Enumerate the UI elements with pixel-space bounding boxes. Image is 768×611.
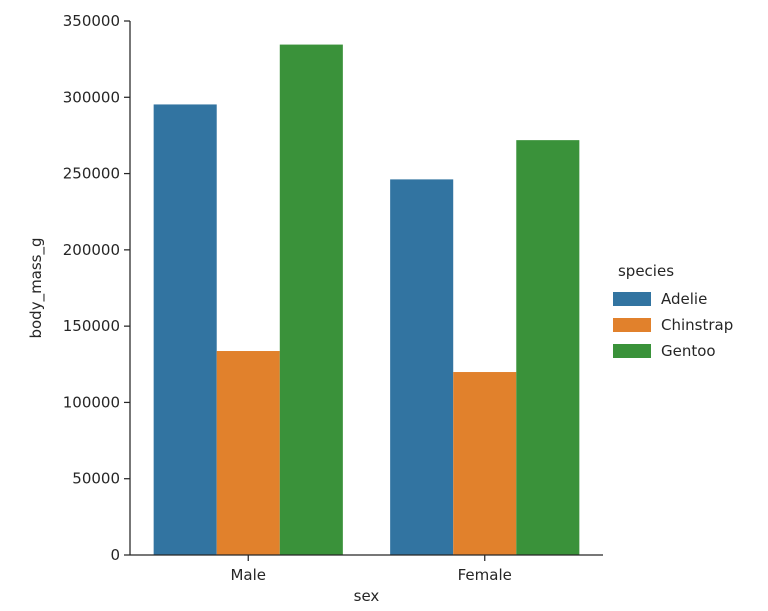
x-tick-label: Female (458, 566, 512, 584)
y-tick-label: 50000 (72, 470, 120, 488)
y-axis-ticks: 0 50000 100000 150000 200000 250000 300000 3500… (63, 12, 130, 564)
legend-label-gentoo: Gentoo (661, 342, 716, 360)
legend-label-chinstrap: Chinstrap (661, 316, 733, 334)
y-tick-label: 300000 (63, 88, 120, 106)
y-tick-label: 100000 (63, 393, 120, 411)
legend: species Adelie Chinstrap Gentoo (613, 262, 733, 360)
bar-gentoo-male (279, 44, 343, 555)
legend-swatch-chinstrap (613, 318, 651, 332)
x-axis-label: sex (354, 587, 380, 605)
y-tick-label: 250000 (63, 165, 120, 183)
bar-chinstrap-female (453, 372, 517, 555)
bar-gentoo-female (516, 140, 580, 555)
legend-title: species (618, 262, 674, 280)
legend-swatch-adelie (613, 292, 651, 306)
legend-label-adelie: Adelie (661, 290, 707, 308)
bar-adelie-female (390, 179, 454, 555)
y-tick-label: 0 (110, 546, 120, 564)
y-axis-label: body_mass_g (27, 237, 46, 338)
legend-swatch-gentoo (613, 344, 651, 358)
y-tick-label: 350000 (63, 12, 120, 30)
bar-chinstrap-male (216, 351, 280, 555)
x-axis-ticks: Male Female (230, 555, 512, 584)
bar-adelie-male (153, 104, 217, 555)
x-tick-label: Male (230, 566, 266, 584)
y-tick-label: 200000 (63, 241, 120, 259)
bars-group (153, 44, 580, 555)
y-tick-label: 150000 (63, 317, 120, 335)
